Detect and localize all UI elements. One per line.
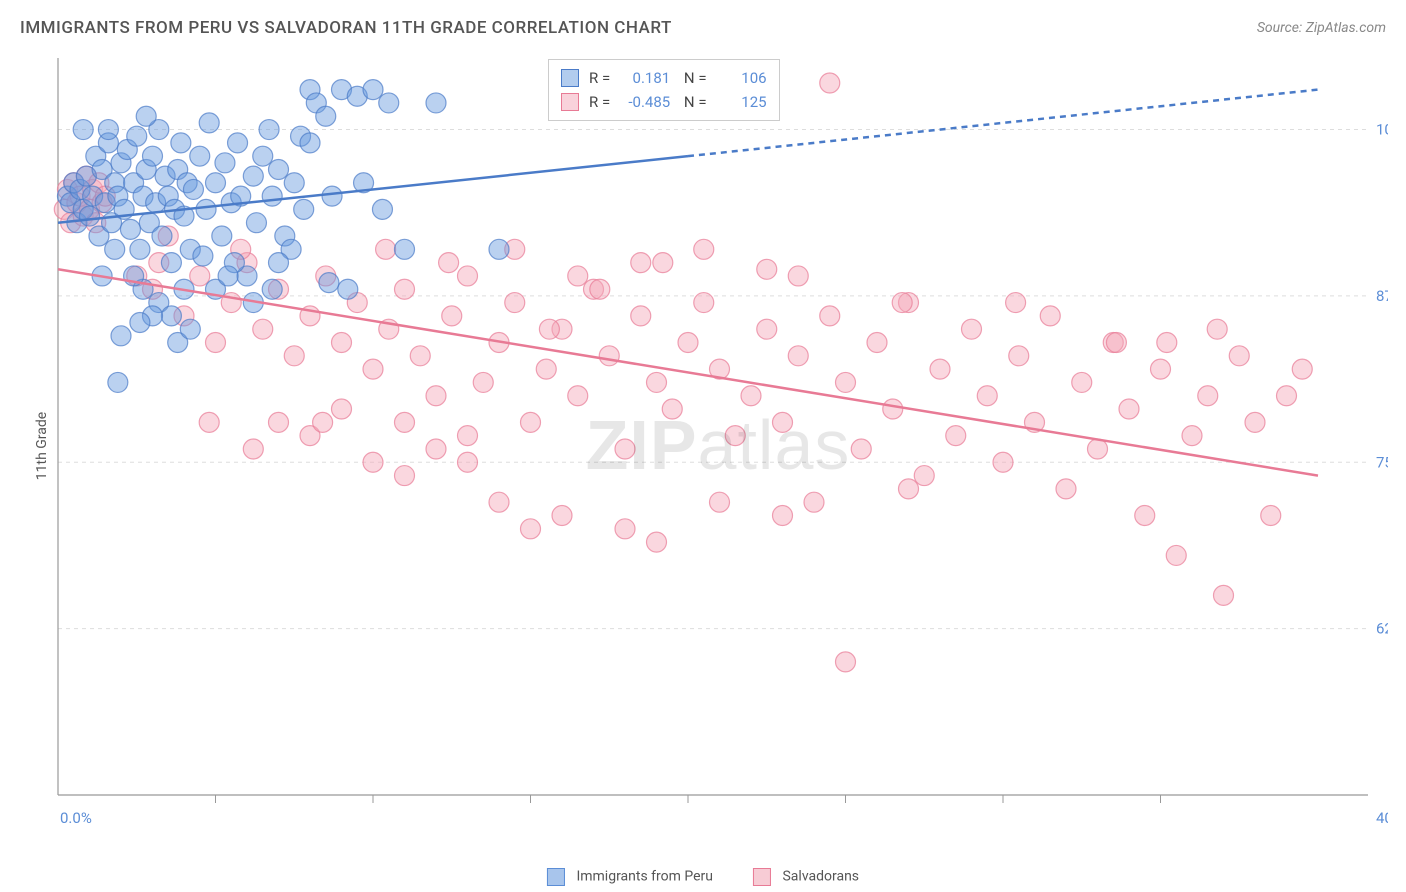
- legend-item-salv: Salvadorans: [753, 868, 859, 886]
- stats-n-salv: 125: [717, 90, 767, 114]
- svg-text:87.5%: 87.5%: [1376, 287, 1388, 305]
- chart-source: Source: ZipAtlas.com: [1257, 20, 1386, 36]
- stats-n-peru: 106: [717, 66, 767, 90]
- stats-row-salv: R = -0.485 N = 125: [561, 90, 767, 114]
- chart-title: IMMIGRANTS FROM PERU VS SALVADORAN 11TH …: [20, 18, 672, 38]
- stats-r-salv: -0.485: [620, 90, 670, 114]
- legend-label-peru: Immigrants from Peru: [576, 869, 713, 885]
- legend-item-peru: Immigrants from Peru: [547, 868, 713, 886]
- scatter-chart: 62.5% 75.0% 87.5% 100.0% 0.0% 40.0%: [48, 55, 1388, 835]
- svg-text:62.5%: 62.5%: [1376, 620, 1388, 638]
- stats-r-label: R =: [589, 90, 610, 114]
- bottom-legend: Immigrants from Peru Salvadorans: [547, 868, 859, 886]
- legend-swatch-salv: [753, 868, 771, 886]
- svg-text:75.0%: 75.0%: [1376, 453, 1388, 471]
- chart-header: IMMIGRANTS FROM PERU VS SALVADORAN 11TH …: [20, 18, 1386, 38]
- legend-swatch-peru: [547, 868, 565, 886]
- svg-text:0.0%: 0.0%: [60, 809, 92, 827]
- svg-text:40.0%: 40.0%: [1376, 809, 1388, 827]
- stats-r-label: R =: [589, 66, 610, 90]
- svg-text:100.0%: 100.0%: [1376, 121, 1388, 139]
- legend-label-salv: Salvadorans: [782, 869, 859, 885]
- stats-legend-box: R = 0.181 N = 106 R = -0.485 N = 125: [548, 59, 780, 121]
- swatch-peru: [561, 69, 579, 87]
- swatch-salv: [561, 93, 579, 111]
- plot-area: 62.5% 75.0% 87.5% 100.0% 0.0% 40.0% R = 0.181…: [48, 55, 1388, 835]
- stats-r-peru: 0.181: [620, 66, 670, 90]
- stats-n-label: N =: [680, 90, 706, 114]
- stats-n-label: N =: [680, 66, 706, 90]
- stats-row-peru: R = 0.181 N = 106: [561, 66, 767, 90]
